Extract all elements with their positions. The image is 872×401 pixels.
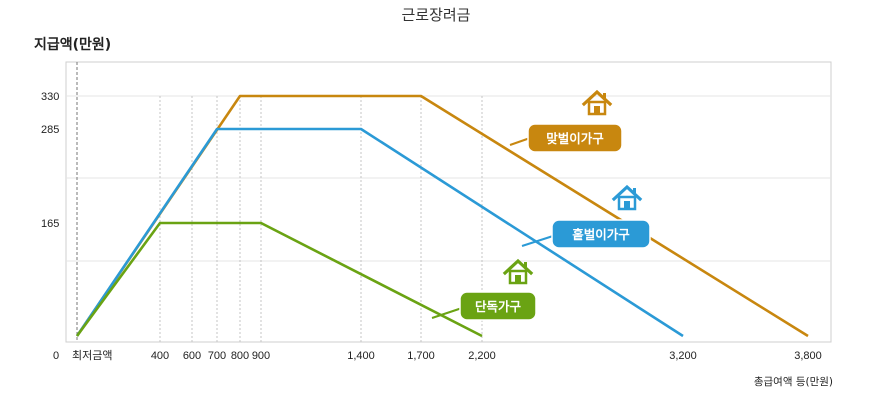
legend-badge-1: 홑벌이가구 (521, 184, 651, 249)
y-tick-label: 285 (41, 124, 59, 136)
legend-badge-0: 맞벌이가구 (509, 89, 623, 153)
legend-pointer (431, 307, 463, 319)
y-axis-label: 지급액(만원) (34, 36, 111, 53)
y-zero-label: 0 (53, 350, 59, 362)
chart-title: 근로장려금 (401, 6, 470, 24)
plot-area (65, 61, 832, 343)
legend-pointer (509, 137, 531, 146)
x-tick-label: 2,200 (468, 350, 496, 362)
x-tick-label: 3,800 (794, 350, 822, 362)
x-tick-label: 3,200 (669, 350, 697, 362)
legend-pointer (521, 235, 554, 247)
house-icon (502, 258, 534, 285)
legend-badge-label: 맞벌이가구 (546, 131, 604, 146)
x-axis-label: 총급여액 등(만원) (754, 376, 833, 388)
x-tick-label: 1,400 (347, 350, 375, 362)
legend-badge-bg (527, 123, 623, 153)
y-tick-label: 330 (41, 91, 59, 103)
y-tick-label: 165 (41, 218, 59, 230)
x-tick-label: 800 (231, 350, 249, 362)
x-tick-label: 400 (151, 350, 169, 362)
legend-badge-2: 단독가구 (431, 258, 537, 321)
x-tick-label: 600 (183, 350, 201, 362)
series-line-1 (75, 127, 684, 338)
legend-badge-bg (551, 219, 651, 249)
house-icon (611, 184, 643, 211)
house-icon (581, 89, 613, 116)
x-tick-label: 900 (252, 350, 270, 362)
legend-badge-label: 홑벌이가구 (572, 227, 630, 242)
series-line-2 (75, 221, 483, 338)
x-tick-label: 1,700 (407, 350, 435, 362)
legend-badge-label: 단독가구 (475, 299, 522, 314)
x-tick-label: 700 (208, 350, 226, 362)
legend-badge-bg (459, 291, 537, 321)
series-lines (75, 94, 809, 338)
x-min-label: 최저금액 (72, 349, 112, 362)
y-tick-labels: 165 285 330 (41, 91, 59, 230)
x-tick-labels: 400 600 700 800 900 1,400 1,700 2,200 3,200 3,800 (151, 350, 822, 362)
grid (66, 95, 831, 342)
